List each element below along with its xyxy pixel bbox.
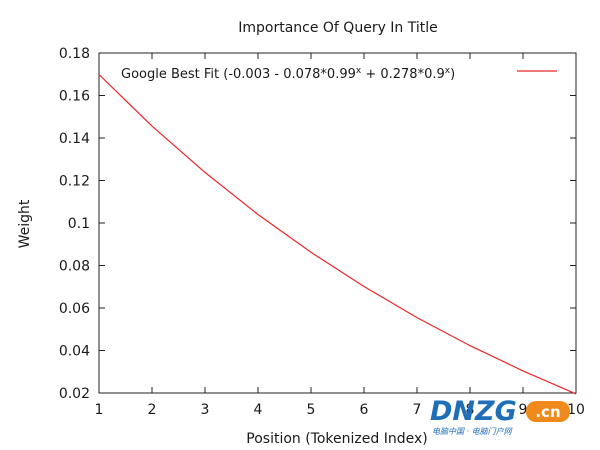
watermark-domain: .cn: [535, 403, 560, 421]
y-tick-label: 0.16: [59, 89, 90, 105]
y-axis: 0.02 0.04 0.06 0.08 0.1 0.12 0.14 0.16 0.18: [59, 46, 576, 402]
y-tick-label: 0.14: [59, 131, 90, 147]
y-axis-label: Weight: [17, 199, 33, 248]
x-tick-label: 2: [148, 402, 157, 418]
x-tick-label: 10: [567, 402, 585, 418]
legend-label: Google Best Fit (-0.003 - 0.078*0.99x + …: [121, 66, 455, 82]
x-axis: 1 2 3 4 5 6 7 8 9 10: [95, 53, 585, 418]
legend: Google Best Fit (-0.003 - 0.078*0.99x + …: [121, 66, 557, 82]
y-tick-label: 0.08: [59, 259, 90, 275]
y-tick-label: 0.02: [59, 386, 90, 402]
watermark: DNZG .cn 电脑中国 · 电脑门户网: [430, 396, 570, 436]
x-tick-label: 1: [95, 402, 104, 418]
x-tick-label: 3: [201, 402, 210, 418]
watermark-tagline: 电脑中国 · 电脑门户网: [432, 427, 513, 436]
y-tick-label: 0.1: [68, 216, 90, 232]
x-tick-label: 6: [360, 402, 369, 418]
x-tick-label: 5: [307, 402, 316, 418]
y-tick-label: 0.06: [59, 301, 90, 317]
y-tick-label: 0.18: [59, 46, 90, 62]
y-tick-label: 0.04: [59, 344, 90, 360]
y-tick-label: 0.12: [59, 174, 90, 190]
x-tick-label: 7: [413, 402, 422, 418]
x-tick-label: 4: [254, 402, 263, 418]
x-tick-label: 8: [466, 402, 475, 418]
series-line: [98, 74, 577, 395]
watermark-badge: [526, 401, 570, 422]
x-tick-label: 9: [519, 402, 528, 418]
watermark-logo: DNZG: [430, 396, 517, 427]
plot-frame: [98, 52, 577, 394]
x-axis-label: Position (Tokenized Index): [246, 431, 427, 447]
chart-title: Importance Of Query In Title: [238, 20, 438, 36]
